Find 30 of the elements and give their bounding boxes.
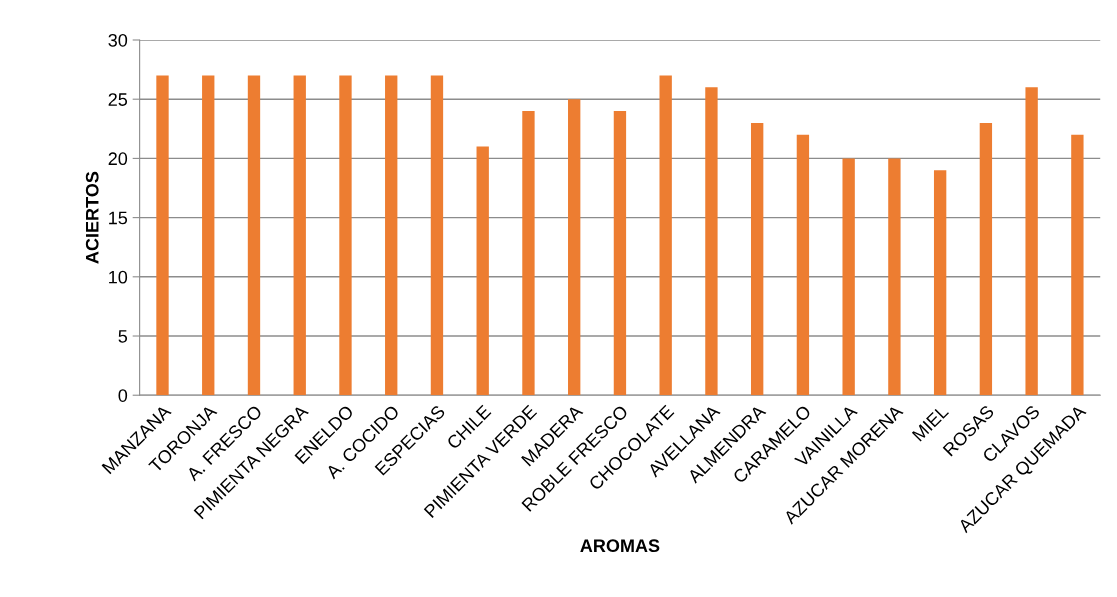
y-tick-label: 5 bbox=[118, 330, 128, 343]
bar bbox=[522, 111, 535, 396]
bar bbox=[568, 99, 581, 396]
y-tick-label: 15 bbox=[109, 211, 128, 225]
bar bbox=[933, 170, 947, 396]
bar bbox=[293, 75, 306, 396]
bar bbox=[659, 75, 672, 396]
bar bbox=[888, 158, 901, 396]
bar bbox=[476, 146, 489, 396]
bar bbox=[979, 122, 993, 396]
bar bbox=[156, 75, 169, 396]
bar bbox=[202, 75, 215, 396]
bar bbox=[247, 75, 261, 396]
bar bbox=[842, 158, 855, 396]
x-axis-title: AROMAS bbox=[580, 539, 660, 553]
y-tick-label: 20 bbox=[108, 152, 128, 166]
bar bbox=[339, 75, 352, 396]
bar bbox=[385, 75, 398, 396]
y-tick-label: 0 bbox=[118, 389, 128, 402]
y-tick-label: 25 bbox=[108, 93, 128, 106]
y-tick-label: 10 bbox=[109, 270, 128, 284]
bar bbox=[1025, 87, 1038, 396]
bar bbox=[750, 122, 764, 396]
bar bbox=[1071, 134, 1084, 396]
y-tick-label: 30 bbox=[108, 33, 128, 47]
bar bbox=[430, 75, 444, 396]
bar bbox=[705, 87, 718, 396]
bar bbox=[796, 134, 810, 396]
bar bbox=[613, 111, 627, 396]
y-axis-title: ACIERTOS bbox=[85, 171, 99, 264]
